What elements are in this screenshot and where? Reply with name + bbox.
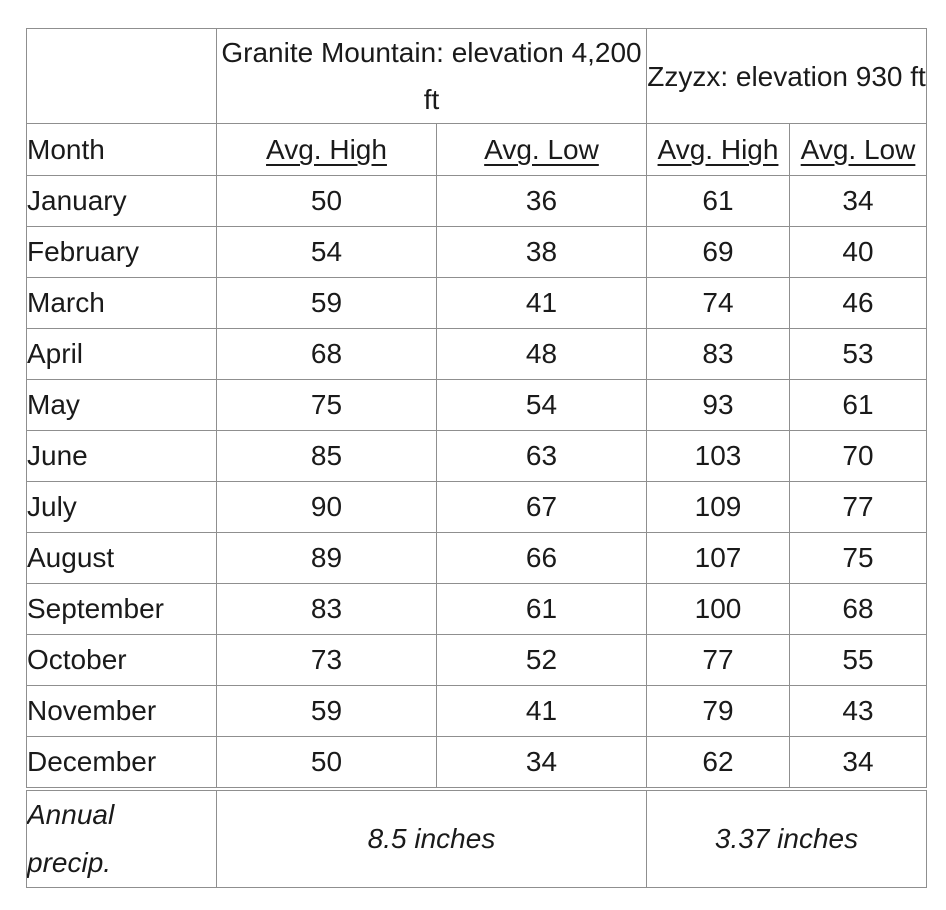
granite-precip-value: 8.5 inches bbox=[216, 787, 647, 888]
zzyzx-header: Zzyzx: elevation 930 ft bbox=[645, 28, 928, 124]
table-row: September 83 61 100 68 bbox=[26, 583, 928, 635]
table-column-header-row: Month Avg. High Avg. Low Avg. High Avg. … bbox=[26, 123, 928, 176]
value-cell: 41 bbox=[436, 277, 647, 329]
value-cell: 54 bbox=[436, 379, 647, 431]
annual-precip-label: Annual precip. bbox=[27, 799, 115, 878]
table-row: November 59 41 79 43 bbox=[26, 685, 928, 737]
value-cell: 100 bbox=[646, 583, 790, 635]
month-cell: April bbox=[26, 328, 217, 380]
table-row: July 90 67 109 77 bbox=[26, 481, 928, 533]
value-cell: 103 bbox=[646, 430, 790, 482]
granite-avg-high-label: Avg. High bbox=[266, 133, 387, 165]
value-cell: 55 bbox=[788, 634, 928, 686]
value-cell: 41 bbox=[436, 685, 647, 737]
table-row: December 50 34 62 34 bbox=[26, 736, 928, 790]
value-cell: 83 bbox=[216, 583, 437, 635]
table-row: March 59 41 74 46 bbox=[26, 277, 928, 329]
month-cell: November bbox=[26, 685, 217, 737]
value-cell: 79 bbox=[646, 685, 790, 737]
value-cell: 34 bbox=[788, 736, 928, 790]
value-cell: 107 bbox=[646, 532, 790, 584]
table-header-group-row: Granite Mountain: elevation 4,200 ft Zzy… bbox=[26, 28, 928, 124]
table-row: February 54 38 69 40 bbox=[26, 226, 928, 278]
value-cell: 36 bbox=[436, 175, 647, 227]
value-cell: 63 bbox=[436, 430, 647, 482]
month-cell: January bbox=[26, 175, 217, 227]
value-cell: 59 bbox=[216, 685, 437, 737]
value-cell: 54 bbox=[216, 226, 437, 278]
value-cell: 89 bbox=[216, 532, 437, 584]
month-cell: June bbox=[26, 430, 217, 482]
table-row: April 68 48 83 53 bbox=[26, 328, 928, 380]
table-row: January 50 36 61 34 bbox=[26, 175, 928, 227]
zzyzx-avg-high-label: Avg. High bbox=[657, 133, 779, 165]
value-cell: 77 bbox=[788, 481, 928, 533]
value-cell: 59 bbox=[216, 277, 437, 329]
value-cell: 50 bbox=[216, 736, 437, 790]
value-cell: 75 bbox=[788, 532, 928, 584]
zzyzx-avg-low-label: Avg. Low bbox=[800, 133, 916, 165]
value-cell: 48 bbox=[436, 328, 647, 380]
value-cell: 52 bbox=[436, 634, 647, 686]
value-cell: 77 bbox=[646, 634, 790, 686]
value-cell: 38 bbox=[436, 226, 647, 278]
zzyzx-avg-low-header: Avg. Low bbox=[788, 123, 928, 176]
value-cell: 61 bbox=[788, 379, 928, 431]
value-cell: 83 bbox=[646, 328, 790, 380]
granite-avg-high-header: Avg. High bbox=[216, 123, 437, 176]
value-cell: 50 bbox=[216, 175, 437, 227]
table-row: June 85 63 103 70 bbox=[26, 430, 928, 482]
value-cell: 34 bbox=[436, 736, 647, 790]
value-cell: 62 bbox=[646, 736, 790, 790]
value-cell: 61 bbox=[646, 175, 790, 227]
value-cell: 90 bbox=[216, 481, 437, 533]
granite-avg-low-header: Avg. Low bbox=[436, 123, 647, 176]
month-cell: August bbox=[26, 532, 217, 584]
value-cell: 61 bbox=[436, 583, 647, 635]
annual-precip-label-cell: Annual precip. bbox=[26, 787, 217, 888]
table-row: May 75 54 93 61 bbox=[26, 379, 928, 431]
value-cell: 68 bbox=[216, 328, 437, 380]
value-cell: 46 bbox=[788, 277, 928, 329]
value-cell: 67 bbox=[436, 481, 647, 533]
granite-mountain-header: Granite Mountain: elevation 4,200 ft bbox=[216, 28, 647, 124]
zzyzx-avg-high-header: Avg. High bbox=[646, 123, 790, 176]
value-cell: 43 bbox=[788, 685, 928, 737]
table-row: August 89 66 107 75 bbox=[26, 532, 928, 584]
month-cell: July bbox=[26, 481, 217, 533]
value-cell: 34 bbox=[788, 175, 928, 227]
value-cell: 75 bbox=[216, 379, 437, 431]
value-cell: 70 bbox=[788, 430, 928, 482]
value-cell: 109 bbox=[646, 481, 790, 533]
month-cell: February bbox=[26, 226, 217, 278]
value-cell: 66 bbox=[436, 532, 647, 584]
month-cell: October bbox=[26, 634, 217, 686]
zzyzx-precip-value: 3.37 inches bbox=[645, 787, 928, 888]
climate-comparison-table: Granite Mountain: elevation 4,200 ft Zzy… bbox=[26, 28, 928, 888]
month-column-header: Month bbox=[26, 123, 217, 176]
value-cell: 85 bbox=[216, 430, 437, 482]
annual-precip-row: Annual precip. 8.5 inches 3.37 inches bbox=[26, 787, 928, 888]
month-cell: May bbox=[26, 379, 217, 431]
corner-cell bbox=[26, 28, 217, 124]
granite-avg-low-label: Avg. Low bbox=[484, 133, 599, 165]
table-row: October 73 52 77 55 bbox=[26, 634, 928, 686]
value-cell: 69 bbox=[646, 226, 790, 278]
value-cell: 40 bbox=[788, 226, 928, 278]
value-cell: 68 bbox=[788, 583, 928, 635]
value-cell: 74 bbox=[646, 277, 790, 329]
month-cell: December bbox=[26, 736, 217, 790]
value-cell: 53 bbox=[788, 328, 928, 380]
value-cell: 73 bbox=[216, 634, 437, 686]
month-cell: September bbox=[26, 583, 217, 635]
month-cell: March bbox=[26, 277, 217, 329]
value-cell: 93 bbox=[646, 379, 790, 431]
